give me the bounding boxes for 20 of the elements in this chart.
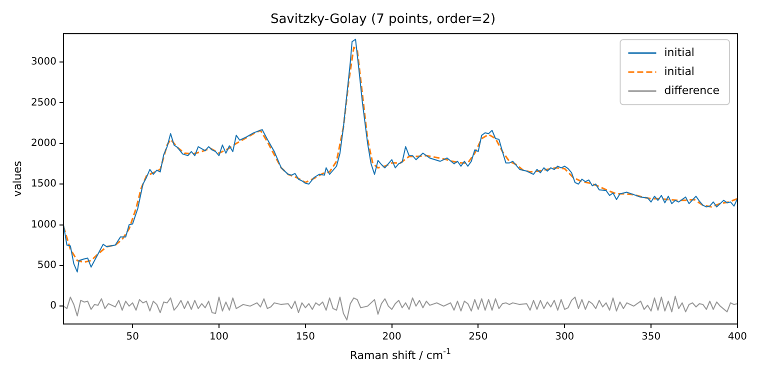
x-tick-label: 250 — [468, 332, 488, 343]
y-tick-label: 1500 — [30, 178, 56, 190]
y-axis-title: values — [10, 160, 24, 197]
x-tick-label: 350 — [642, 332, 661, 343]
y-tick-label: 1000 — [30, 219, 56, 230]
x-tick-label: 400 — [728, 332, 748, 343]
y-tick-label: 500 — [37, 260, 56, 272]
x-tick-label: 200 — [382, 332, 402, 343]
legend-label: initial — [664, 64, 694, 78]
y-tick-label: 3000 — [30, 56, 56, 68]
y-tick-label: 2500 — [30, 97, 56, 108]
chart-title: Savitzky-Golay (7 points, order=2) — [270, 12, 496, 28]
x-tick-label: 150 — [296, 332, 315, 343]
x-tick-label: 300 — [555, 332, 574, 343]
x-tick-label: 100 — [209, 332, 229, 343]
y-tick-label: 2000 — [30, 138, 56, 150]
x-tick-label: 50 — [126, 332, 139, 343]
legend-label: initial — [664, 46, 694, 59]
legend-label: difference — [664, 84, 720, 97]
y-tick-label: 0 — [50, 300, 56, 312]
